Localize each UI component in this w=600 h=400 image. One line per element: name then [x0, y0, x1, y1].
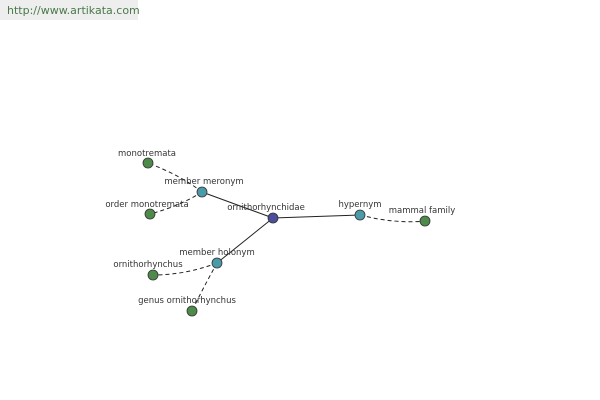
node — [211, 257, 223, 269]
header-bar: http://www.artikata.com — [0, 0, 140, 20]
header-url: http://www.artikata.com — [7, 4, 140, 17]
node-label: mammal family — [389, 206, 456, 216]
edge — [272, 214, 361, 219]
edge — [201, 191, 274, 219]
node-label: ornithorhynchidae — [227, 203, 305, 213]
node — [147, 269, 159, 281]
node — [186, 305, 198, 317]
node — [142, 157, 154, 169]
edge — [359, 214, 426, 223]
node — [144, 208, 156, 220]
node — [196, 186, 208, 198]
node — [354, 209, 366, 221]
node-label: order monotremata — [105, 200, 188, 210]
node-label: genus ornithorhynchus — [138, 296, 236, 306]
node — [419, 215, 431, 227]
edge — [152, 262, 218, 276]
node-label: member holonym — [179, 248, 254, 258]
edge — [216, 217, 274, 264]
node-label: member meronym — [164, 177, 243, 187]
node — [267, 212, 279, 224]
node-label: ornithorhynchus — [113, 260, 183, 270]
node-label: monotremata — [118, 149, 176, 159]
edge — [147, 162, 203, 193]
node-label: hypernym — [338, 200, 381, 210]
